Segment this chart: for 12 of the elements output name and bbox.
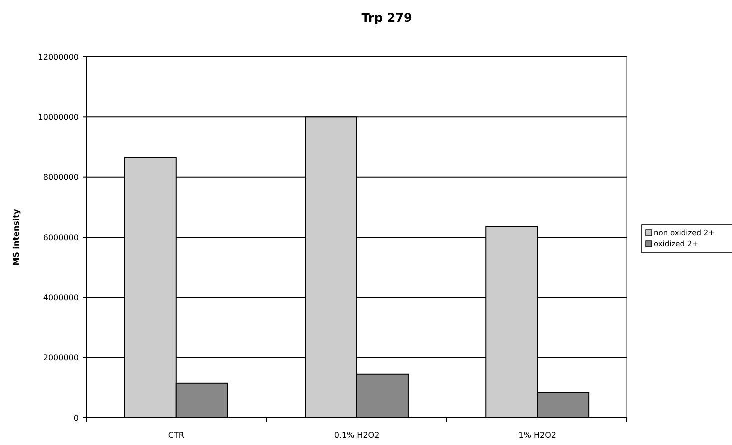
y-tick-label: 2000000	[43, 354, 79, 363]
x-tick-label: 1% H2O2	[518, 431, 556, 440]
y-tick-label: 4000000	[43, 293, 79, 302]
x-tick-label: CTR	[168, 431, 185, 440]
chart-title: Trp 279	[362, 11, 412, 25]
y-tick-label: 6000000	[43, 233, 79, 242]
y-axis-title: MS intensity	[12, 208, 21, 266]
y-tick-label: 12000000	[38, 52, 79, 62]
y-tick-label: 10000000	[38, 112, 79, 122]
y-tick-label: 8000000	[43, 173, 79, 182]
x-tick-label: 0.1% H2O2	[334, 431, 380, 440]
y-tick-label: 0	[74, 414, 79, 423]
